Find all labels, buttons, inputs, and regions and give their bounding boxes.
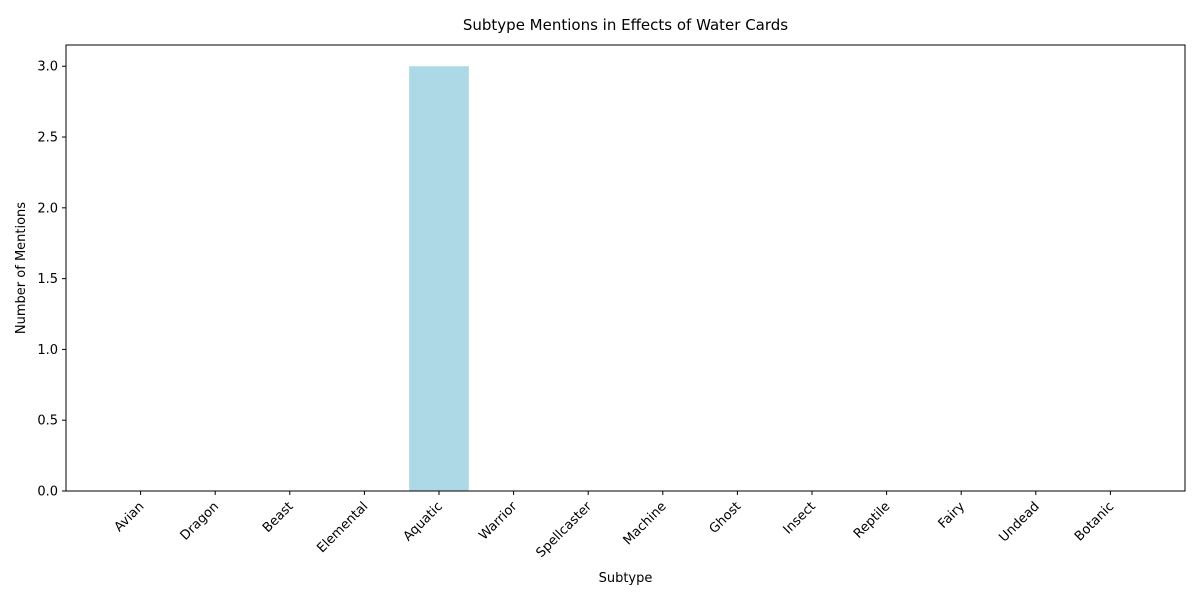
y-axis-title: Number of Mentions bbox=[14, 202, 29, 334]
axes-frame bbox=[65, 44, 1186, 492]
x-axis-title: Subtype bbox=[599, 571, 653, 586]
y-tick-label: 0.5 bbox=[37, 414, 58, 429]
y-tick-label: 1.5 bbox=[37, 272, 58, 287]
y-tick-label: 1.0 bbox=[37, 343, 58, 358]
y-tick-label: 2.0 bbox=[37, 201, 58, 216]
bar-aquatic bbox=[409, 66, 469, 491]
y-tick-label: 2.5 bbox=[37, 131, 58, 146]
chart-title: Subtype Mentions in Effects of Water Car… bbox=[463, 16, 788, 34]
y-tick-label: 3.0 bbox=[37, 60, 58, 75]
y-tick-label: 0.0 bbox=[37, 485, 58, 500]
